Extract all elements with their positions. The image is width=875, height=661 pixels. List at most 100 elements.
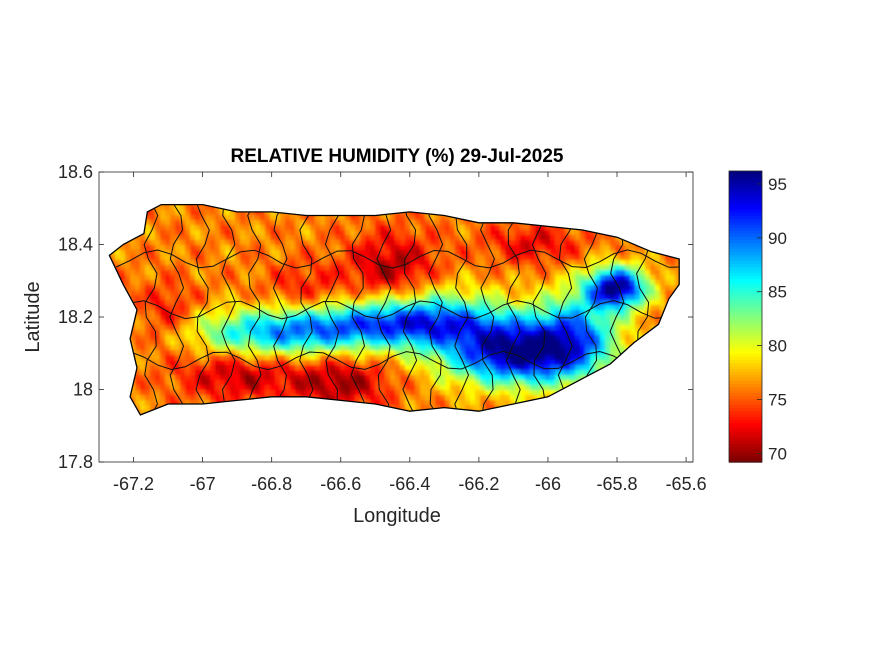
humidity-cell [205, 380, 211, 386]
humidity-cell [510, 300, 516, 306]
humidity-cell [195, 285, 201, 291]
humidity-cell [400, 325, 406, 331]
humidity-cell [495, 380, 501, 386]
humidity-cell [160, 335, 166, 341]
humidity-cell [505, 310, 511, 316]
humidity-cell [460, 365, 466, 371]
humidity-cell [580, 250, 586, 256]
humidity-cell [545, 235, 551, 241]
humidity-cell [505, 280, 511, 286]
humidity-cell [430, 285, 436, 291]
humidity-cell [405, 325, 411, 331]
humidity-cell [310, 235, 316, 241]
humidity-cell [205, 365, 211, 371]
humidity-cell [360, 320, 366, 326]
humidity-cell [190, 265, 196, 271]
humidity-cell [450, 280, 456, 286]
humidity-cell [355, 320, 361, 326]
humidity-cell [495, 280, 501, 286]
humidity-cell [335, 385, 341, 391]
humidity-cell [465, 355, 471, 361]
humidity-cell [325, 260, 331, 266]
humidity-cell [135, 295, 141, 301]
humidity-cell [550, 225, 556, 231]
humidity-cell [165, 330, 171, 336]
humidity-cell [240, 335, 246, 341]
humidity-cell [600, 265, 606, 271]
humidity-cell [510, 320, 516, 326]
humidity-cell [405, 300, 411, 306]
humidity-cell [210, 330, 216, 336]
humidity-cell [400, 380, 406, 386]
humidity-cell [460, 220, 466, 226]
humidity-cell [485, 270, 491, 276]
humidity-cell [135, 330, 141, 336]
humidity-cell [245, 280, 251, 286]
humidity-cell [235, 290, 241, 296]
humidity-cell [535, 350, 541, 356]
humidity-cell [595, 305, 601, 311]
humidity-cell [435, 260, 441, 266]
humidity-cell [305, 260, 311, 266]
humidity-cell [305, 215, 311, 221]
humidity-cell [255, 310, 261, 316]
humidity-cell [175, 390, 181, 396]
humidity-cell [565, 265, 571, 271]
humidity-cell [420, 335, 426, 341]
humidity-cell [230, 355, 236, 361]
humidity-cell [330, 335, 336, 341]
humidity-cell [585, 270, 591, 276]
humidity-cell [320, 235, 326, 241]
humidity-cell [525, 290, 531, 296]
humidity-cell [590, 280, 596, 286]
humidity-cell [375, 295, 381, 301]
humidity-cell [560, 380, 566, 386]
humidity-cell [255, 300, 261, 306]
humidity-cell [245, 285, 251, 291]
humidity-cell [175, 325, 181, 331]
humidity-cell [320, 300, 326, 306]
humidity-cell [295, 290, 301, 296]
humidity-cell [535, 335, 541, 341]
humidity-cell [225, 300, 231, 306]
humidity-cell [170, 370, 176, 376]
humidity-cell [550, 300, 556, 306]
humidity-cell [390, 240, 396, 246]
humidity-cell [175, 375, 181, 381]
humidity-cell [575, 300, 581, 306]
humidity-cell [360, 380, 366, 386]
humidity-cell [315, 355, 321, 361]
humidity-cell [280, 270, 286, 276]
humidity-cell [405, 345, 411, 351]
humidity-cell [385, 275, 391, 281]
humidity-cell [130, 245, 136, 251]
humidity-cell [330, 375, 336, 381]
humidity-cell [580, 370, 586, 376]
humidity-cell [390, 245, 396, 251]
humidity-cell [275, 305, 281, 311]
humidity-cell [535, 250, 541, 256]
humidity-cell [510, 290, 516, 296]
humidity-cell [575, 335, 581, 341]
humidity-cell [205, 335, 211, 341]
humidity-cell [395, 230, 401, 236]
humidity-cell [150, 300, 156, 306]
humidity-cell [205, 305, 211, 311]
humidity-cell [480, 270, 486, 276]
humidity-cell [595, 290, 601, 296]
humidity-cell [205, 300, 211, 306]
humidity-cell [445, 380, 451, 386]
humidity-cell [265, 365, 271, 371]
humidity-cell [515, 295, 521, 301]
humidity-cell [210, 370, 216, 376]
humidity-cell [475, 305, 481, 311]
humidity-cell [215, 280, 221, 286]
humidity-cell [415, 265, 421, 271]
humidity-cell [495, 400, 501, 406]
humidity-cell [235, 220, 241, 226]
humidity-cell [445, 240, 451, 246]
humidity-cell [220, 265, 226, 271]
humidity-cell [245, 320, 251, 326]
humidity-cell [415, 260, 421, 266]
humidity-cell [515, 355, 521, 361]
